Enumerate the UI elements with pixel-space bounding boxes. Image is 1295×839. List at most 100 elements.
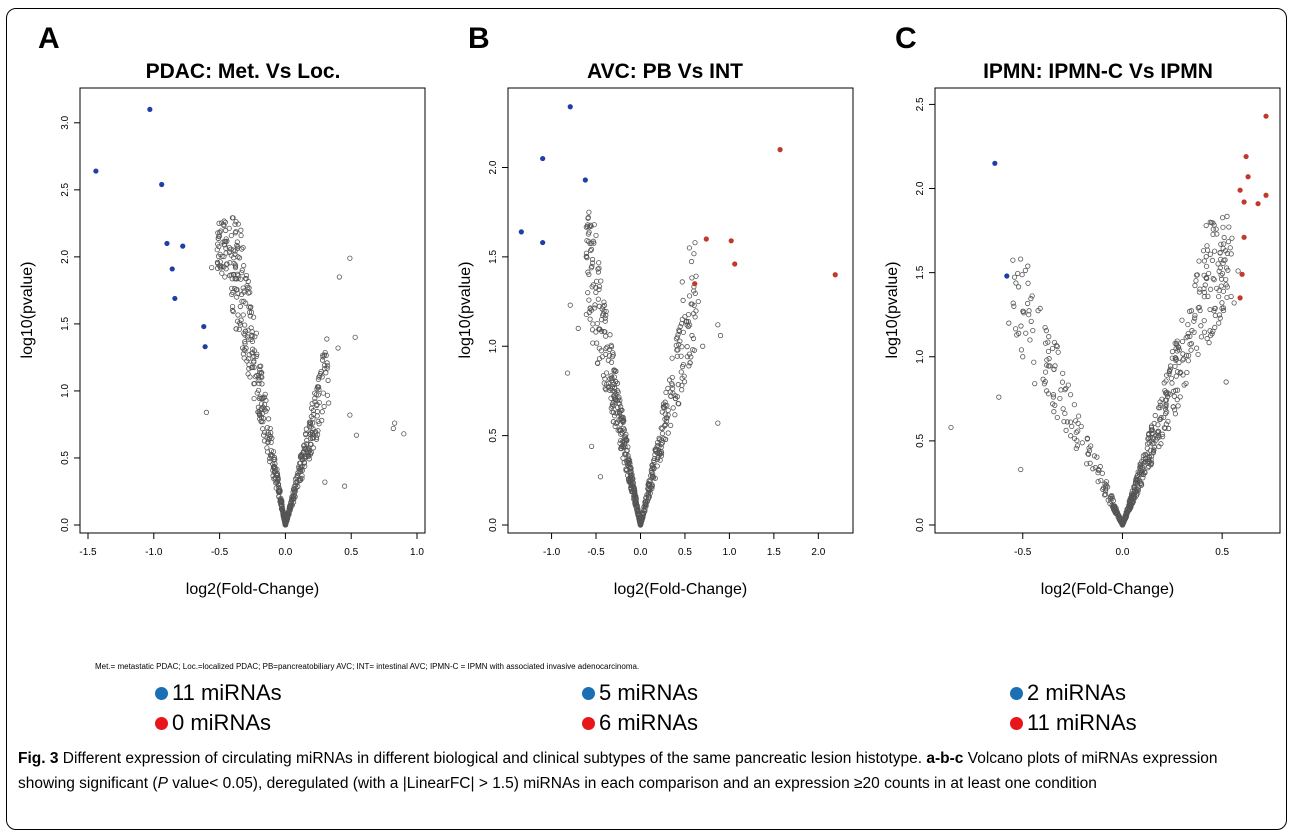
point-ns [1126,507,1133,513]
point-ns [1015,270,1021,277]
point-ns [1059,379,1066,385]
point-ns [637,520,643,526]
point-ns [1014,332,1020,338]
point-ns [322,479,328,485]
point-ns [678,369,684,375]
point-ns [1156,416,1163,423]
point-ns [238,317,244,323]
point-ns [594,340,600,346]
x-tick-label: -0.5 [1014,547,1032,558]
point-ns [264,434,270,441]
point-ns [1192,282,1198,289]
point-ns [1180,351,1186,357]
point-ns [1142,451,1148,458]
point-ns [1154,429,1160,435]
point-ns [589,256,596,263]
point-ns [592,302,598,308]
point-ns [601,302,608,308]
point-ns [1219,215,1226,221]
point-ns [1050,345,1056,352]
point-ns [687,360,693,366]
point-ns [233,276,239,282]
point-ns [596,283,602,290]
point-ns [352,334,358,340]
point-ns [1120,521,1126,527]
point-ns [251,395,257,402]
point-ns [646,487,652,493]
point-ns [665,430,671,436]
point-ns [215,235,221,241]
point-ns [622,438,628,444]
point-ns [1094,454,1100,460]
point-ns [633,495,639,502]
point-ns [679,364,686,370]
point-ns [643,501,649,507]
point-ns [256,412,263,418]
point-ns [1023,330,1029,336]
point-ns [1061,418,1067,425]
point-ns [215,241,221,247]
point-ns [1175,403,1181,409]
point-ns [299,463,305,470]
point-ns [234,239,240,245]
point-ns [646,494,652,500]
y-tick-label: 0.5 [60,451,71,465]
point-ns [608,359,615,365]
point-ns [1138,480,1144,486]
chart-title: AVC: PB Vs INT [587,60,743,83]
y-axis-label: log10(pvalue) [457,261,474,358]
point-ns [228,232,234,239]
point-ns [598,278,604,284]
point-ns [220,222,227,228]
point-ns [277,486,283,493]
point-ns [1188,347,1194,353]
point-ns [220,239,226,245]
point-ns [948,424,954,431]
point-ns [1010,300,1016,306]
point-ns [587,306,593,312]
point-ns [296,477,302,483]
legend-entry: 5 miRNAs [582,678,698,708]
x-tick-label: 0.0 [1116,547,1130,558]
point-ns [1065,382,1071,388]
point-ns [1088,443,1094,449]
point-ns [1046,334,1052,340]
point-ns [1145,435,1152,441]
point-ns [1031,359,1037,365]
point-ns [297,460,303,466]
point-down-regulated [992,160,998,166]
legend-entry: 11 miRNAs [1010,708,1137,738]
point-ns [242,340,248,347]
point-ns [1145,436,1151,442]
x-tick-label: 0.0 [278,547,292,558]
point-ns [664,402,670,409]
abbreviation-note: Met.= metastatic PDAC; Loc.=localized PD… [95,662,640,671]
point-ns [401,431,407,437]
point-ns [293,485,299,491]
point-ns [603,370,610,376]
point-ns [1022,267,1028,274]
point-ns [594,320,600,327]
point-ns [248,309,255,316]
point-ns [1198,323,1204,329]
point-ns [1041,381,1047,387]
point-ns [589,260,596,266]
point-ns [674,353,680,359]
point-ns [222,274,228,280]
point-ns [586,297,592,303]
point-ns [675,382,681,388]
point-ns [265,416,272,422]
point-ns [222,238,229,245]
point-ns [587,316,593,322]
point-ns [631,495,637,501]
point-ns [1051,339,1058,346]
point-ns [229,304,236,310]
point-ns [324,336,330,342]
point-ns [1180,372,1186,378]
point-ns [612,423,618,430]
point-up-regulated [1255,201,1261,207]
point-ns [1075,428,1081,434]
point-ns [679,382,685,388]
point-ns [239,246,245,252]
point-ns [686,293,693,299]
